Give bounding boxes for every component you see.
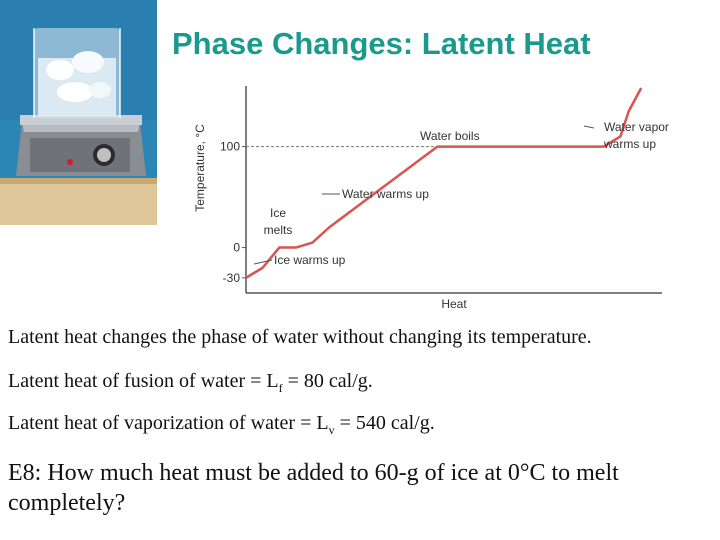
annotation-label: warms up [603,137,656,151]
x-axis-label: Heat [441,297,467,311]
annotation-label: Ice warms up [274,253,346,267]
chart-annotations: Ice warms up Ice melts Water warms up Water … [253,120,669,267]
y-tick-label: 0 [233,241,240,255]
y-axis-label: Temperature, °C [193,124,207,212]
annotation-label: Water warms up [342,187,429,201]
fusion-statement: Latent heat of fusion of water = Lf = 80… [8,370,373,395]
heating-curve [245,87,643,279]
latent-heat-statement: Latent heat changes the phase of water w… [8,326,592,348]
y-tick-label: 100 [220,140,240,154]
annotation-label: Ice [270,206,286,220]
annotation-label: melts [264,223,293,237]
hot-plate-beaker-photo [0,0,157,225]
annotation-leader [253,259,273,265]
page-title: Phase Changes: Latent Heat [172,26,591,61]
y-tick-label: -30 [223,271,241,285]
chart-series [245,87,643,279]
vaporization-statement: Latent heat of vaporization of water = L… [8,412,435,437]
annotation-leader [583,125,595,129]
question-e8: E8: How much heat must be added to 60-g … [8,460,619,516]
chart-axes: -30 0 100 [220,86,662,294]
annotation-label: Water boils [420,129,480,143]
annotation-label: Water vapor [604,120,669,134]
temperature-heat-chart: Temperature, °C Heat -30 0 100 Ice warms u… [193,86,669,311]
